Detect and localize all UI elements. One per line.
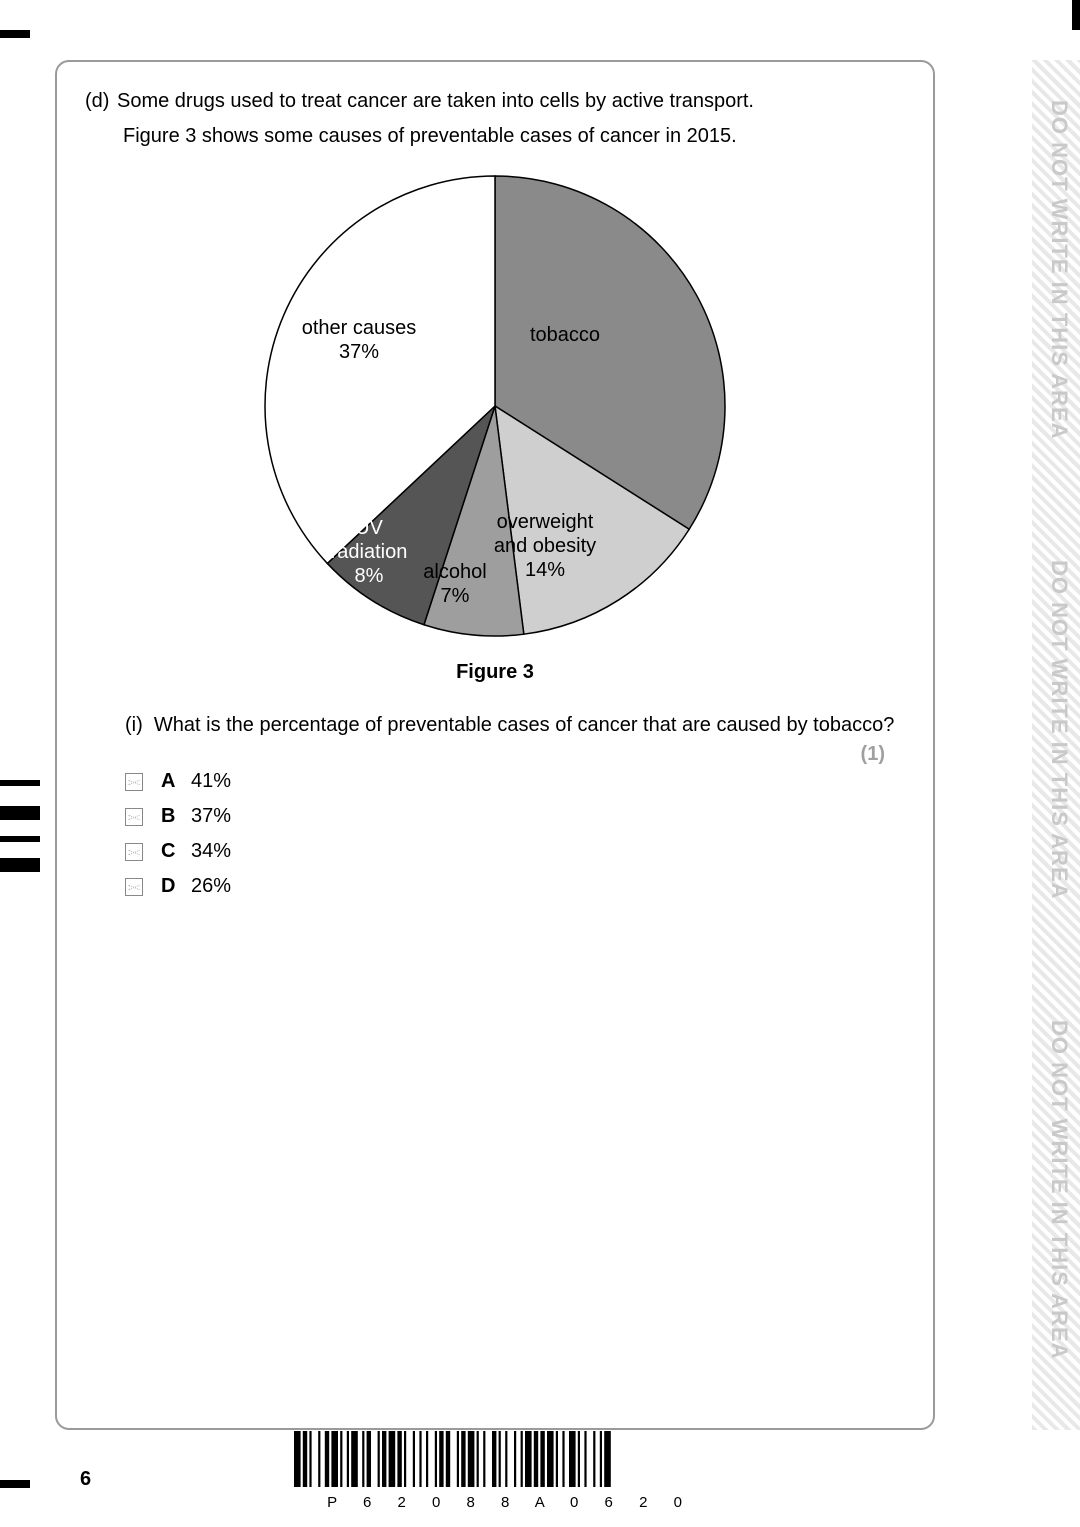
crop-mark	[0, 30, 30, 38]
option-text: 34%	[191, 840, 231, 863]
margin-text-3: DO NOT WRITE IN THIS AREA	[1046, 1020, 1072, 1360]
crop-mark	[0, 780, 40, 786]
answer-option[interactable]: B37%	[125, 805, 905, 828]
pie-slice-label: UVradiation8%	[309, 516, 429, 588]
pie-chart: tobaccooverweightand obesity14%alcohol7%…	[215, 168, 775, 643]
option-letter: B	[161, 805, 191, 828]
answer-option[interactable]: A41%	[125, 770, 905, 793]
crop-mark	[0, 806, 40, 820]
crop-mark	[0, 1480, 30, 1488]
barcode-text: P 6 2 0 8 8 A 0 6 2 0	[290, 1494, 730, 1511]
option-text: 26%	[191, 875, 231, 898]
crop-mark	[0, 836, 40, 842]
answer-option[interactable]: D26%	[125, 875, 905, 898]
page-number: 6	[80, 1468, 91, 1491]
margin-text-2: DO NOT WRITE IN THIS AREA	[1046, 560, 1072, 900]
options-list: A41%B37%C34%D26%	[125, 770, 905, 898]
pie-slice-label: tobacco	[505, 323, 625, 347]
sub-question: (i) What is the percentage of preventabl…	[125, 714, 905, 737]
checkbox-icon[interactable]	[125, 878, 143, 896]
question-line-2: Figure 3 shows some causes of preventabl…	[123, 125, 905, 148]
checkbox-icon[interactable]	[125, 773, 143, 791]
checkbox-icon[interactable]	[125, 843, 143, 861]
margin-text-1: DO NOT WRITE IN THIS AREA	[1046, 100, 1072, 440]
option-letter: D	[161, 875, 191, 898]
option-text: 37%	[191, 805, 231, 828]
crop-mark	[0, 858, 40, 872]
answer-option[interactable]: C34%	[125, 840, 905, 863]
crop-mark	[1072, 0, 1080, 30]
figure-caption: Figure 3	[85, 661, 905, 684]
option-letter: A	[161, 770, 191, 793]
sub-question-text: What is the percentage of preventable ca…	[154, 714, 894, 736]
question-line-1: Some drugs used to treat cancer are take…	[117, 90, 754, 112]
barcode-svg	[290, 1431, 730, 1487]
question-part-d: (d)Some drugs used to treat cancer are t…	[85, 90, 905, 113]
option-text: 41%	[191, 770, 231, 793]
content-area: (d)Some drugs used to treat cancer are t…	[85, 90, 905, 910]
sub-marker: (i)	[125, 714, 143, 736]
pie-slice-label: other causes37%	[299, 316, 419, 364]
marks: (1)	[85, 743, 885, 766]
option-letter: C	[161, 840, 191, 863]
barcode: P 6 2 0 8 8 A 0 6 2 0	[290, 1431, 730, 1511]
checkbox-icon[interactable]	[125, 808, 143, 826]
part-marker: (d)	[85, 90, 117, 113]
